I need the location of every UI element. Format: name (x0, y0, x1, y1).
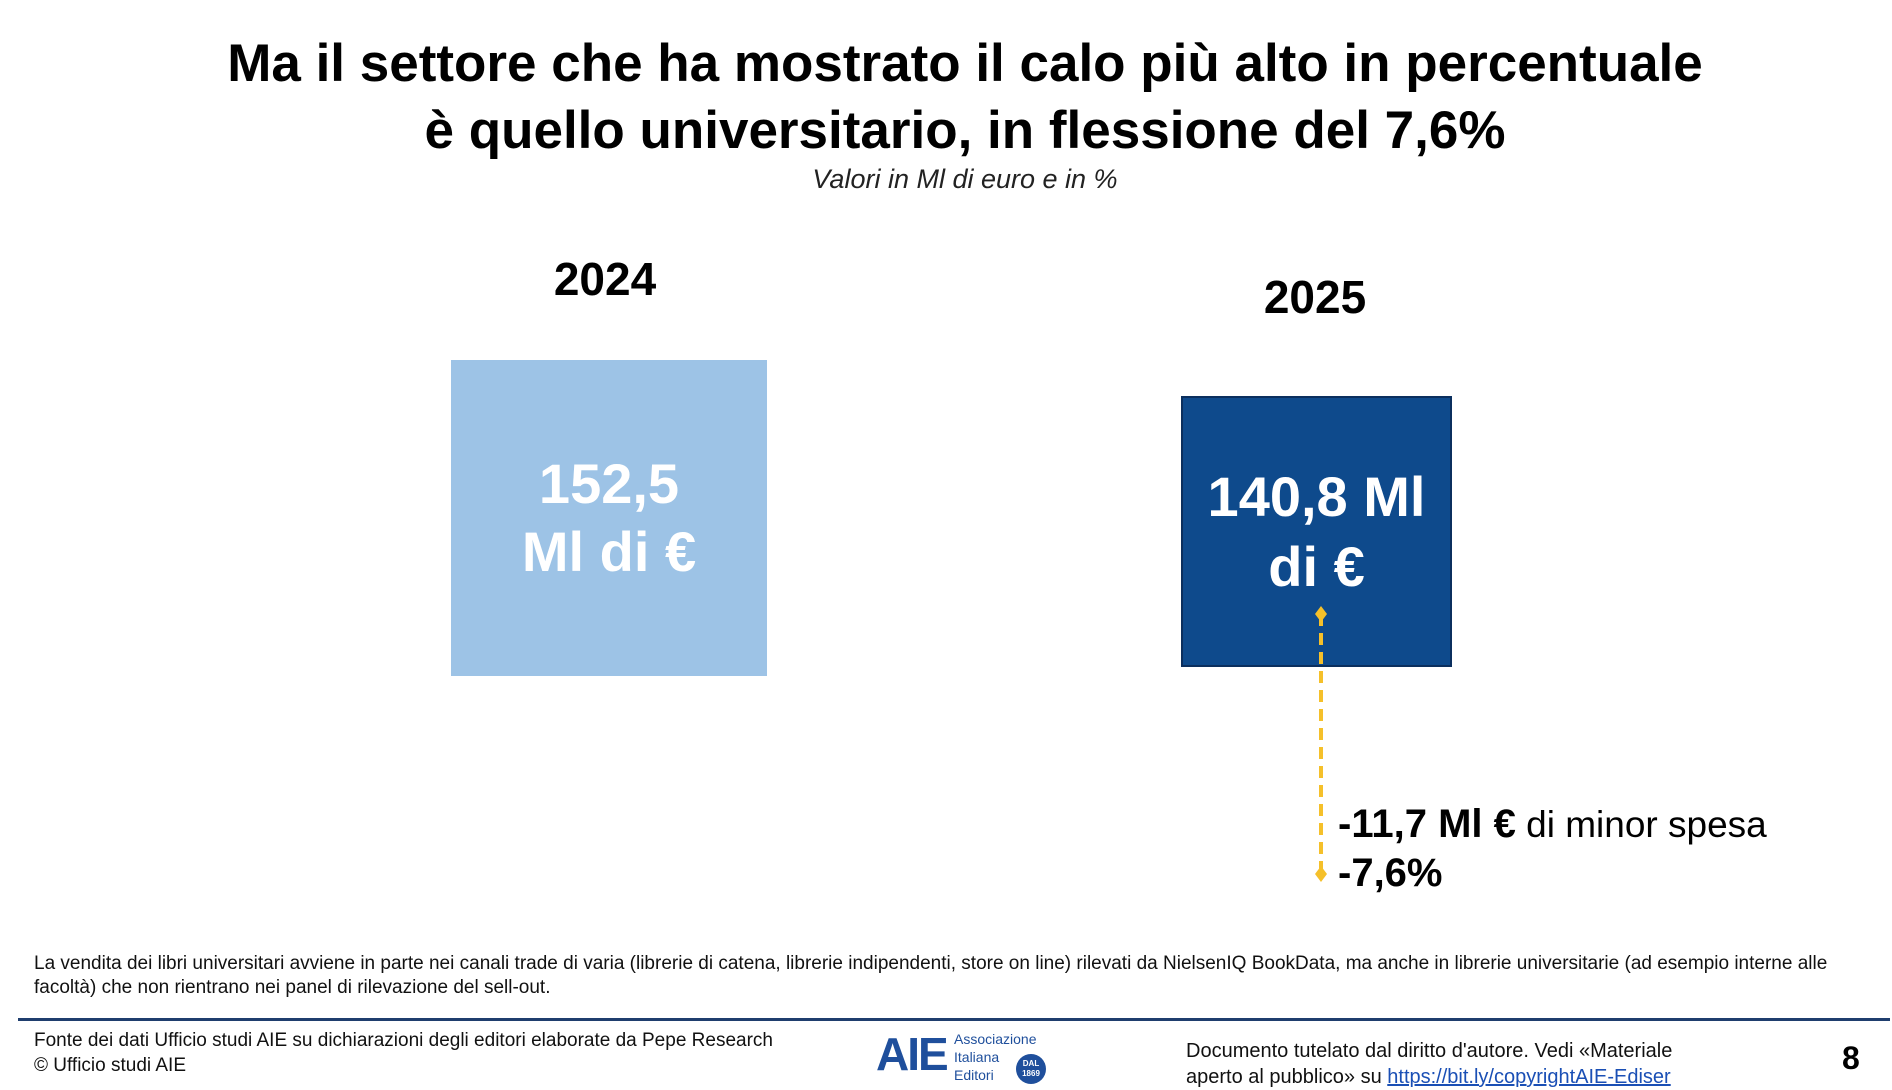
source-line-1: Fonte dei dati Ufficio studi AIE su dich… (34, 1030, 773, 1051)
source-note: Fonte dei dati Ufficio studi AIE su dich… (34, 1028, 773, 1078)
page-number: 8 (1842, 1040, 1860, 1076)
title-line-2: è quello universitario, in flessione del… (424, 101, 1506, 160)
value-2025-line-2: di € (1268, 534, 1365, 598)
value-2025-line-1: 140,8 Ml (1207, 464, 1426, 528)
decrease-arrow-head-bottom (1315, 866, 1327, 882)
footnote: La vendita dei libri universitari avvien… (34, 953, 1828, 998)
difference-percent: -7,6% (1338, 851, 1443, 895)
copyright-line-2: aperto al pubblico» su (1186, 1066, 1382, 1088)
value-box-2025: 140,8 Ml di € (1181, 396, 1452, 667)
title-line-1: Ma il settore che ha mostrato il calo pi… (227, 34, 1703, 93)
subtitle: Valori in Ml di euro e in % (812, 164, 1118, 194)
logo-mark: AIE (876, 1028, 949, 1080)
value-box-2024: 152,5 Ml di € (451, 360, 767, 676)
difference-callout: -11,7 Ml € di minor spesa -7,6% (1338, 800, 1767, 898)
copyright-line-1: Documento tutelato dal diritto d'autore.… (1186, 1040, 1673, 1062)
difference-amount-suffix: di minor spesa (1526, 804, 1767, 845)
value-2024-line-1: 152,5 (538, 452, 680, 515)
logo-word-2: Italiana (954, 1049, 1000, 1065)
footer-divider (18, 1018, 1890, 1021)
difference-amount: -11,7 Ml € (1338, 802, 1516, 846)
logo-words: Associazione Italiana Editori (954, 1030, 1037, 1084)
source-line-2: © Ufficio studi AIE (34, 1055, 186, 1076)
value-2024-line-2: Ml di € (521, 520, 697, 583)
decrease-arrow-head-top (1315, 606, 1327, 622)
logo-seal-icon: DAL 1869 (1016, 1054, 1046, 1084)
decrease-arrow-icon (1315, 606, 1327, 882)
year-label-2025: 2025 (1263, 271, 1367, 323)
copyright-link[interactable]: https://bit.ly/copyrightAIE-Ediser (1387, 1066, 1671, 1088)
year-label-2024: 2024 (553, 253, 657, 305)
copyright-notice: Documento tutelato dal diritto d'autore.… (1186, 1038, 1672, 1090)
difference-amount-row: -11,7 Ml € di minor spesa (1338, 800, 1767, 849)
page-title: Ma il settore che ha mostrato il calo pi… (0, 30, 1892, 164)
logo-word-1: Associazione (954, 1031, 1037, 1047)
